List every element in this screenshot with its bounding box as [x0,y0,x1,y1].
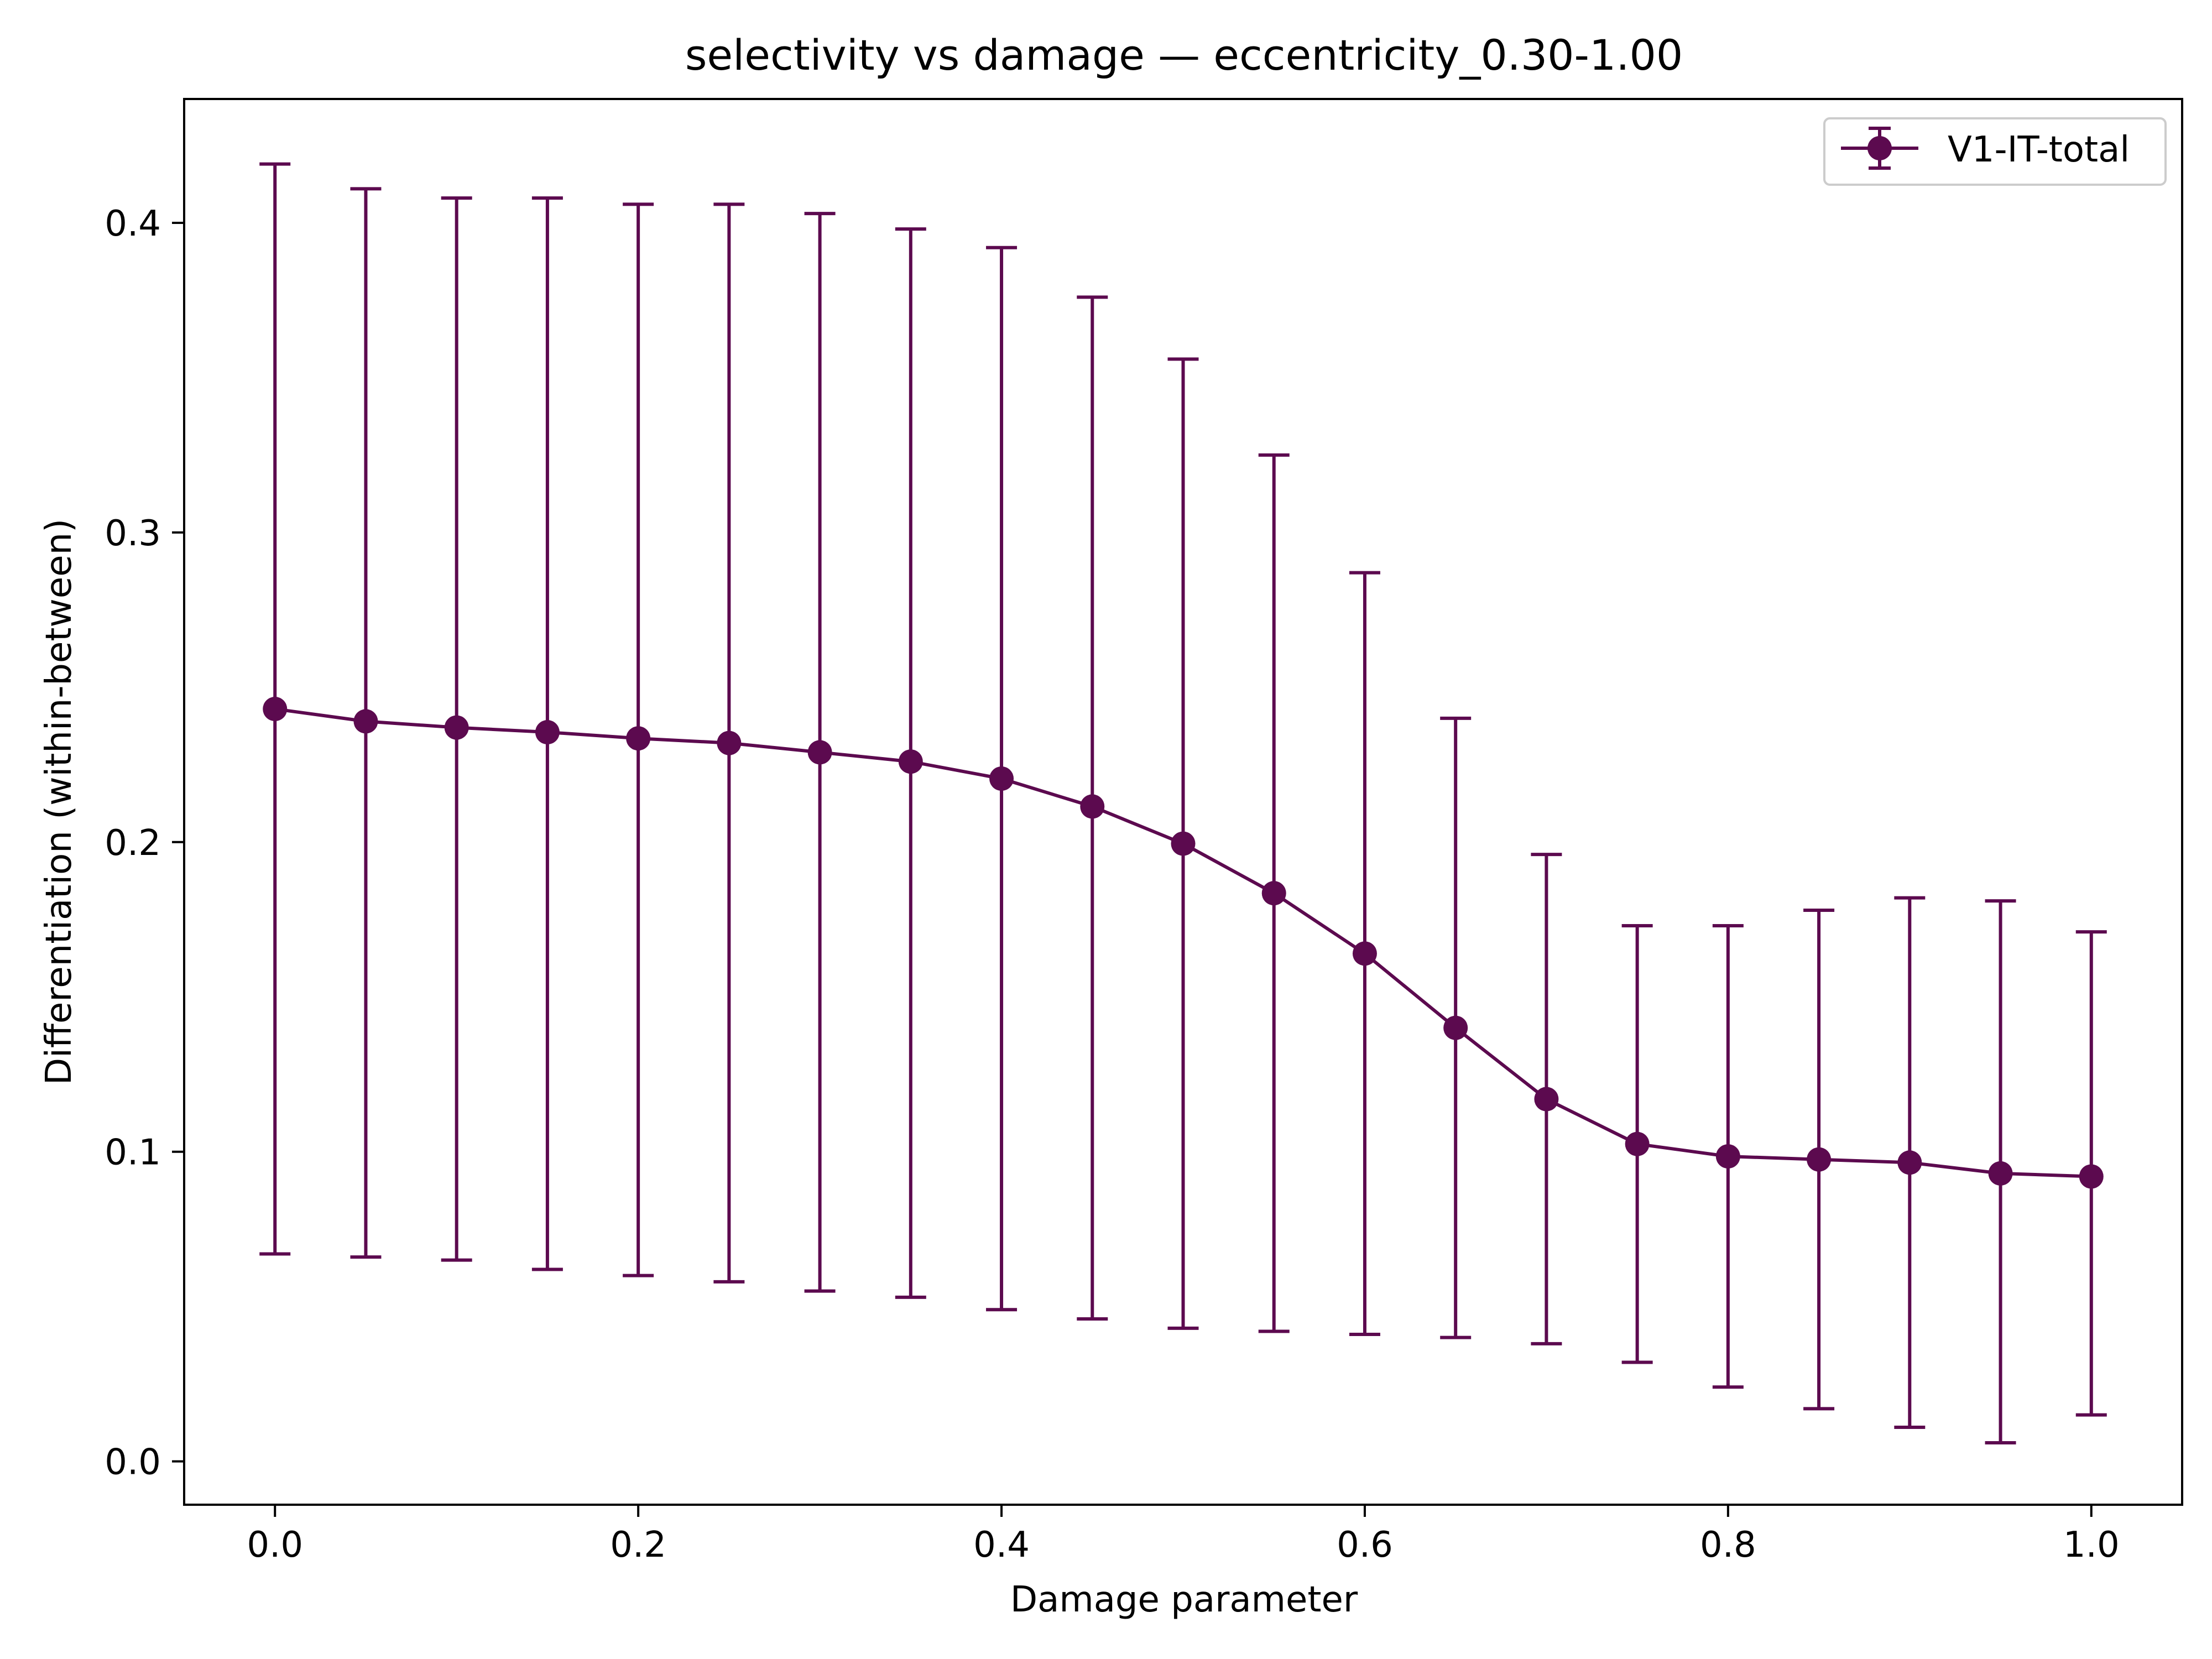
data-point [1261,881,1286,906]
data-point [1352,941,1377,966]
chart-title: selectivity vs damage — eccentricity_0.3… [685,30,1683,80]
x-tick-label: 0.0 [247,1525,303,1566]
x-axis: 0.0 0.2 0.4 0.6 0.8 1.0 [247,1505,2120,1566]
data-point [807,740,832,765]
plot-area [259,162,2107,1445]
data-point [1625,1131,1650,1156]
y-axis-label: Differentiation (within-between) [39,519,80,1085]
legend-marker [1841,127,1918,170]
data-point [626,726,651,751]
x-tick-label: 0.8 [1700,1525,1756,1566]
data-point [1534,1087,1559,1112]
x-tick-label: 0.6 [1337,1525,1393,1566]
x-tick-label: 0.2 [610,1525,666,1566]
data-point [898,749,923,774]
data-point [1807,1147,1832,1172]
x-axis-label: Damage parameter [1010,1579,1358,1620]
y-tick-label: 0.0 [105,1442,161,1483]
legend-point [1867,136,1892,160]
y-tick-label: 0.1 [105,1133,161,1173]
data-point [535,720,560,745]
y-tick-label: 0.3 [105,513,161,554]
data-point [989,766,1014,791]
data-point [1171,831,1196,856]
data-point [2079,1164,2104,1189]
y-tick-label: 0.2 [105,823,161,864]
data-point [717,731,742,755]
y-tick-label: 0.4 [105,204,161,244]
axes-frame [183,98,2183,1506]
data-point [353,709,378,734]
data-point [1715,1144,1740,1169]
x-tick-label: 1.0 [2063,1525,2120,1566]
x-tick-label: 0.4 [973,1525,1030,1566]
legend: V1-IT-total [1823,117,2167,186]
data-point [1988,1161,2013,1186]
data-point [1080,794,1105,819]
data-point [1897,1150,1922,1175]
legend-label: V1-IT-total [1948,129,2130,170]
y-axis: 0.0 0.1 0.2 0.3 0.4 [105,204,184,1483]
data-point [1443,1015,1468,1040]
data-point [444,715,469,740]
legend-box [1823,117,2167,186]
data-point [263,697,288,722]
